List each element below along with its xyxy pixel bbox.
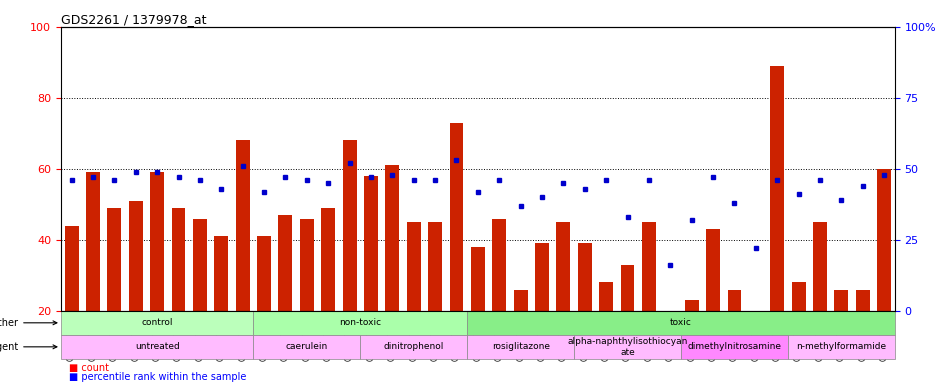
Text: alpha-naphthylisothiocyan
ate: alpha-naphthylisothiocyan ate — [567, 337, 687, 356]
Bar — [748, 339, 762, 382]
Bar — [150, 172, 164, 382]
Text: n-methylformamide: n-methylformamide — [796, 343, 885, 351]
Text: rosiglitazone: rosiglitazone — [491, 343, 549, 351]
Bar — [171, 208, 185, 382]
Text: non-toxic: non-toxic — [339, 318, 381, 327]
Bar — [706, 229, 719, 382]
Text: control: control — [141, 318, 173, 327]
Text: dimethylnitrosamine: dimethylnitrosamine — [687, 343, 781, 351]
Bar — [513, 290, 527, 382]
Text: agent: agent — [0, 342, 57, 352]
Bar — [620, 265, 634, 382]
Bar — [343, 141, 356, 382]
Bar — [663, 364, 677, 382]
Bar — [684, 300, 698, 382]
Text: caerulein: caerulein — [285, 343, 328, 351]
Text: other: other — [0, 318, 57, 328]
Bar — [61, 311, 253, 335]
Bar — [491, 218, 505, 382]
Bar — [359, 335, 467, 359]
Bar — [574, 335, 680, 359]
Bar — [428, 222, 442, 382]
Bar — [467, 311, 894, 335]
Bar — [449, 123, 463, 382]
Bar — [834, 290, 847, 382]
Text: ■ count: ■ count — [69, 363, 110, 373]
Bar — [214, 236, 228, 382]
Text: GDS2261 / 1379978_at: GDS2261 / 1379978_at — [61, 13, 206, 26]
Text: untreated: untreated — [135, 343, 180, 351]
Bar — [300, 218, 314, 382]
Bar — [61, 335, 253, 359]
Bar — [467, 335, 574, 359]
Bar — [363, 176, 377, 382]
Bar — [556, 222, 570, 382]
Bar — [787, 335, 894, 359]
Bar — [406, 222, 420, 382]
Bar — [534, 243, 548, 382]
Bar — [855, 290, 869, 382]
Bar — [769, 66, 783, 382]
Bar — [641, 222, 655, 382]
Bar — [812, 222, 826, 382]
Bar — [680, 335, 787, 359]
Bar — [471, 247, 484, 382]
Bar — [278, 215, 292, 382]
Bar — [599, 282, 612, 382]
Bar — [256, 236, 271, 382]
Bar — [876, 169, 890, 382]
Bar — [65, 226, 79, 382]
Text: dinitrophenol: dinitrophenol — [383, 343, 444, 351]
Bar — [193, 218, 207, 382]
Bar — [578, 243, 592, 382]
Bar — [321, 208, 335, 382]
Bar — [86, 172, 100, 382]
Bar — [236, 141, 249, 382]
Bar — [108, 208, 121, 382]
Text: toxic: toxic — [669, 318, 691, 327]
Bar — [253, 311, 467, 335]
Bar — [726, 290, 740, 382]
Text: ■ percentile rank within the sample: ■ percentile rank within the sample — [69, 372, 246, 382]
Bar — [128, 201, 142, 382]
Bar — [385, 165, 399, 382]
Bar — [253, 335, 359, 359]
Bar — [791, 282, 805, 382]
